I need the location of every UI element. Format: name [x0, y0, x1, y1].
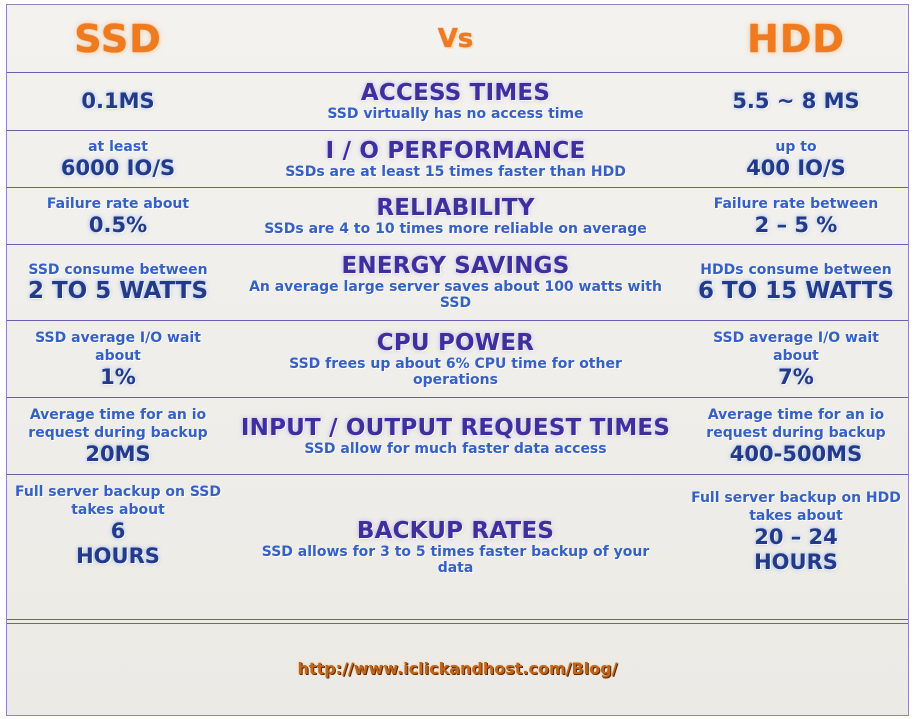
ssd-caption: Full server backup on SSD takes about — [15, 484, 221, 518]
ssd-caption: Average time for an io request during ba… — [28, 406, 208, 441]
hdd-caption: Failure rate between — [713, 195, 879, 212]
blog-link[interactable]: http://www.iclickandhost.com/Blog/ — [297, 659, 618, 678]
row-energy-savings: SSD consume between 2 TO 5 WATTS ENERGY … — [7, 245, 908, 321]
feature-desc: SSD allow for much faster data access — [304, 440, 607, 457]
hdd-value: 5.5 ~ 8 MS — [732, 89, 860, 113]
feature-desc: SSDs are at least 15 times faster than H… — [285, 163, 626, 180]
hdd-value: 400-500MS — [729, 441, 863, 466]
row-access-times: 0.1MS ACCESS TIMES SSD virtually has no … — [7, 73, 908, 131]
hdd-caption: SSD average I/O wait about — [713, 329, 879, 364]
hdd-value-unit: HOURS — [754, 550, 838, 574]
hdd-value: 2 – 5 % — [754, 212, 838, 237]
feature-cell: INPUT / OUTPUT REQUEST TIMES SSD allow f… — [229, 398, 682, 474]
feature-cell: ACCESS TIMES SSD virtually has no access… — [229, 73, 682, 130]
ssd-value: 6000 IO/S — [60, 155, 176, 180]
row-cpu-power: SSD average I/O wait about 1% CPU POWER … — [7, 321, 908, 398]
feature-title: INPUT / OUTPUT REQUEST TIMES — [240, 414, 671, 441]
ssd-caption: SSD consume between — [28, 262, 208, 278]
ssd-cell: Failure rate about 0.5% — [7, 188, 229, 244]
ssd-value: 0.1MS — [81, 89, 155, 113]
ssd-value: 0.5% — [88, 212, 148, 237]
feature-title: CPU POWER — [376, 329, 535, 356]
feature-cell: ENERGY SAVINGS An average large server s… — [229, 245, 682, 320]
feature-cell: CPU POWER SSD frees up about 6% CPU time… — [229, 321, 682, 397]
hdd-cell: Full server backup on HDD takes about 20… — [682, 475, 910, 619]
feature-title: I / O PERFORMANCE — [325, 137, 586, 164]
header-vs: Vs — [437, 23, 474, 54]
row-backup-rates: Full server backup on SSD takes about 6 … — [7, 475, 908, 619]
hdd-caption: up to — [775, 138, 817, 155]
ssd-cell: 0.1MS — [7, 73, 229, 130]
feature-desc: SSD virtually has no access time — [327, 106, 584, 122]
hdd-value: 7% — [778, 364, 814, 389]
header-row: SSD Vs HDD — [7, 5, 908, 73]
hdd-cell: HDDs consume between 6 TO 15 WATTS — [682, 245, 910, 320]
header-hdd-cell: HDD — [682, 5, 910, 72]
hdd-value: 6 TO 15 WATTS — [697, 278, 895, 304]
ssd-cell: SSD average I/O wait about 1% — [7, 321, 229, 397]
hdd-caption: HDDs consume between — [700, 262, 892, 278]
row-io-performance: at least 6000 IO/S I / O PERFORMANCE SSD… — [7, 131, 908, 188]
ssd-caption: at least — [88, 138, 148, 155]
ssd-value-unit: HOURS — [76, 544, 160, 568]
header-hdd: HDD — [747, 16, 845, 61]
ssd-value: 2 TO 5 WATTS — [27, 278, 209, 304]
feature-desc: An average large server saves about 100 … — [249, 279, 662, 311]
hdd-caption: Full server backup on HDD takes about — [691, 490, 901, 524]
header-ssd: SSD — [74, 16, 162, 61]
hdd-cell: up to 400 IO/S — [682, 131, 910, 187]
hdd-cell: Average time for an io request during ba… — [682, 398, 910, 474]
ssd-cell: at least 6000 IO/S — [7, 131, 229, 187]
feature-desc: SSD frees up about 6% CPU time for other… — [289, 355, 622, 388]
hdd-value: 20 – 24 — [754, 525, 838, 549]
feature-title: ENERGY SAVINGS — [341, 253, 570, 279]
hdd-value: 400 IO/S — [746, 155, 846, 180]
ssd-cell: Full server backup on SSD takes about 6 … — [7, 475, 229, 619]
feature-cell: I / O PERFORMANCE SSDs are at least 15 t… — [229, 131, 682, 187]
feature-desc: SSDs are 4 to 10 times more reliable on … — [264, 220, 647, 237]
feature-title: BACKUP RATES — [356, 518, 555, 544]
feature-cell: RELIABILITY SSDs are 4 to 10 times more … — [229, 188, 682, 244]
feature-desc: SSD allows for 3 to 5 times faster backu… — [261, 544, 650, 576]
ssd-value: 20MS — [85, 441, 151, 466]
ssd-cell: SSD consume between 2 TO 5 WATTS — [7, 245, 229, 320]
ssd-caption: SSD average I/O wait about — [35, 329, 201, 364]
footer: http://www.iclickandhost.com/Blog/ — [7, 619, 908, 717]
feature-cell: BACKUP RATES SSD allows for 3 to 5 times… — [229, 475, 682, 619]
header-vs-cell: Vs — [229, 5, 682, 72]
hdd-cell: 5.5 ~ 8 MS — [682, 73, 910, 130]
ssd-value: 6 — [110, 519, 126, 543]
header-ssd-cell: SSD — [7, 5, 229, 72]
ssd-cell: Average time for an io request during ba… — [7, 398, 229, 474]
ssd-caption: Failure rate about — [46, 195, 190, 212]
hdd-caption: Average time for an io request during ba… — [706, 406, 886, 441]
row-io-request-times: Average time for an io request during ba… — [7, 398, 908, 475]
hdd-cell: SSD average I/O wait about 7% — [682, 321, 910, 397]
hdd-cell: Failure rate between 2 – 5 % — [682, 188, 910, 244]
feature-title: ACCESS TIMES — [360, 80, 551, 106]
feature-title: RELIABILITY — [376, 194, 535, 221]
row-reliability: Failure rate about 0.5% RELIABILITY SSDs… — [7, 188, 908, 245]
comparison-sheet: SSD Vs HDD 0.1MS ACCESS TIMES SSD virtua… — [6, 4, 909, 716]
ssd-value: 1% — [100, 364, 136, 389]
